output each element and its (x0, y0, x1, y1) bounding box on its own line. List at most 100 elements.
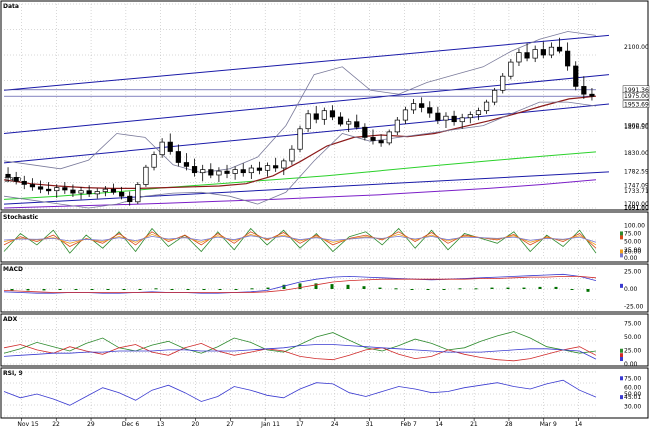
price-tag (622, 100, 650, 108)
candle-body (427, 107, 433, 114)
candle-body (540, 49, 546, 56)
x-tick-label: 14 (435, 421, 443, 428)
macd-histogram-bar (138, 289, 142, 290)
candle-body (119, 191, 125, 197)
candle-body (313, 113, 319, 120)
axis-tick-label: 30.00 (624, 404, 641, 411)
main-panel (0, 0, 649, 211)
x-tick-label: 21 (470, 421, 478, 428)
value-marker (620, 395, 623, 400)
candle-body (159, 141, 165, 156)
candle-body (175, 151, 181, 163)
axis-tick-label: 25.00 (624, 347, 641, 354)
candle-body (94, 191, 100, 195)
candle-body (573, 65, 579, 87)
macd-layer: 25.00 0.00 -25.00 (3, 267, 644, 311)
axis-tick-label: 50.00 (624, 239, 641, 246)
candle-body (337, 116, 344, 125)
price-label: 1900.00 (624, 123, 649, 130)
candle-body (532, 49, 538, 59)
indicator-series-line (3, 344, 597, 360)
axis-tick-label: 75.00 (624, 320, 641, 327)
macd-histogram-bar (314, 283, 318, 289)
candle-body (548, 46, 555, 56)
axis-tick-label: 0.00 (624, 286, 638, 293)
candle-body (394, 119, 400, 133)
candle-body (78, 190, 84, 194)
value-marker (620, 235, 623, 240)
indicator-series-line (3, 233, 597, 246)
x-tick-label: 17 (296, 421, 304, 428)
macd-histogram-bar (202, 289, 206, 290)
x-tick-label: 24 (331, 421, 339, 428)
candle-body (378, 140, 384, 144)
candle-body (21, 180, 27, 185)
candle-body (508, 61, 514, 77)
macd-histogram-bar (538, 286, 542, 289)
macd-histogram-bar (122, 289, 126, 290)
adx-panel (0, 313, 649, 367)
candle-body (297, 128, 303, 150)
x-tick-label: Mar 9 (540, 421, 557, 428)
price-label: 1691.00 (624, 205, 649, 212)
macd-histogram-bar (106, 289, 110, 290)
indicator-series-line (3, 235, 597, 243)
left-price-label: 1.900 (4, 176, 21, 183)
candle-body (386, 131, 392, 144)
macd-histogram-bar (378, 287, 382, 289)
candle-body (516, 52, 522, 63)
candle-body (46, 188, 52, 192)
x-tick-label: Nov 15 (17, 421, 38, 428)
price-tag (622, 91, 650, 100)
indicator-series-line (3, 273, 597, 294)
bollinger-lower (3, 101, 597, 209)
axis-tick-label: 60.00 (624, 385, 641, 392)
trend-channel-line (3, 171, 610, 205)
value-marker (620, 231, 623, 236)
adx-title: ADX (3, 316, 18, 323)
macd-histogram-bar (346, 284, 350, 289)
macd-histogram-bar (90, 289, 94, 290)
candle-body (581, 86, 587, 95)
macd-histogram-bar (250, 288, 254, 290)
trend-channel-line (3, 103, 610, 164)
candle-body (151, 154, 157, 168)
candle-body (102, 188, 108, 192)
candle-body (54, 187, 60, 192)
indicator-series-line (3, 231, 597, 249)
candle-body (29, 184, 36, 188)
price-label: 1953.69 (624, 102, 649, 109)
candle-body (191, 166, 198, 174)
value-marker (620, 353, 623, 358)
axis-tick-label: 100.00 (624, 222, 645, 229)
macd-histogram-bar (586, 289, 590, 292)
candle-body (224, 170, 230, 174)
price-label: 1975.00 (624, 93, 649, 100)
candle-body (37, 186, 44, 190)
macd-histogram-bar (330, 284, 334, 289)
candle-body (556, 46, 563, 52)
candle-body (370, 137, 376, 141)
x-tick-label: 28 (505, 421, 513, 428)
price-label: 1691.60 (624, 204, 649, 211)
bollinger-upper (3, 31, 597, 174)
rsi-title: RSI, 9 (3, 370, 23, 377)
price-label: 1782.59 (624, 169, 649, 176)
candle-body (483, 101, 490, 112)
candle-body (402, 109, 409, 121)
candle-body (500, 75, 506, 91)
stochastic-title: Stochastic (3, 214, 39, 221)
x-tick-label: Feb 7 (400, 421, 417, 428)
macd-histogram-bar (362, 286, 366, 289)
main-title: Data (3, 3, 19, 10)
macd-histogram-bar (282, 284, 286, 289)
axis-tick-label: 20.00 (624, 248, 641, 255)
trend-channel-line (3, 34, 610, 91)
candle-body (5, 173, 11, 178)
ma-purple-line (3, 179, 597, 209)
macd-histogram-bar (522, 287, 526, 289)
axis-tick-label: 45.01 (624, 394, 641, 401)
candle-body (240, 169, 246, 174)
